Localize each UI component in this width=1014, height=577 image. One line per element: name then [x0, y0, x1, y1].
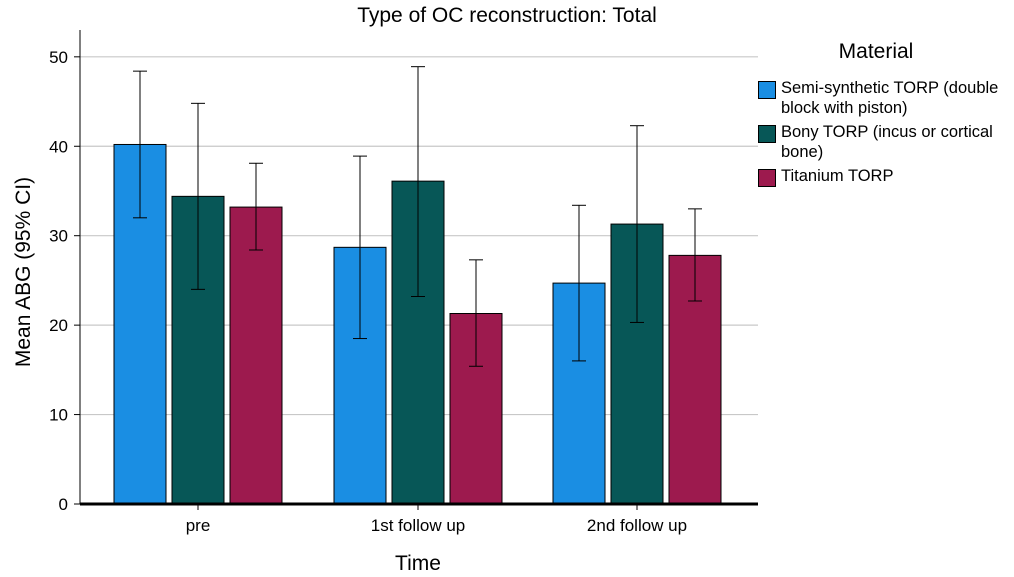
legend-label: Bony TORP (incus or cortical bone) [781, 123, 993, 161]
bar [229, 206, 283, 505]
y-tick-label: 20 [49, 316, 68, 335]
y-tick-label: 30 [49, 227, 68, 246]
legend-label: Titanium TORP [781, 167, 894, 185]
y-tick-label: 40 [49, 137, 68, 156]
legend-item-bony: Bony TORP (incus or cortical bone) [758, 122, 1014, 162]
chart-title: Type of OC reconstruction: Total [357, 4, 657, 27]
x-tick-label: pre [186, 516, 211, 535]
legend-swatch [758, 81, 776, 99]
legend-title: Material [838, 40, 914, 63]
legend: Material Semi-synthetic TORP (double blo… [758, 40, 1014, 191]
legend-item-semi-synthetic: Semi-synthetic TORP (double block with p… [758, 78, 1014, 118]
y-tick-label: 50 [49, 48, 68, 67]
x-tick-label: 2nd follow up [587, 516, 687, 535]
y-tick-label: 0 [59, 495, 68, 514]
legend-swatch [758, 125, 776, 143]
y-axis-label: Mean ABG (95% CI) [12, 177, 35, 367]
y-tick-label: 10 [49, 406, 68, 425]
x-axis-label: Time [395, 552, 441, 575]
legend-item-titanium: Titanium TORP [758, 166, 1014, 187]
legend-swatch [758, 169, 776, 187]
x-tick-label: 1st follow up [371, 516, 466, 535]
legend-label: Semi-synthetic TORP (double block with p… [781, 79, 999, 117]
